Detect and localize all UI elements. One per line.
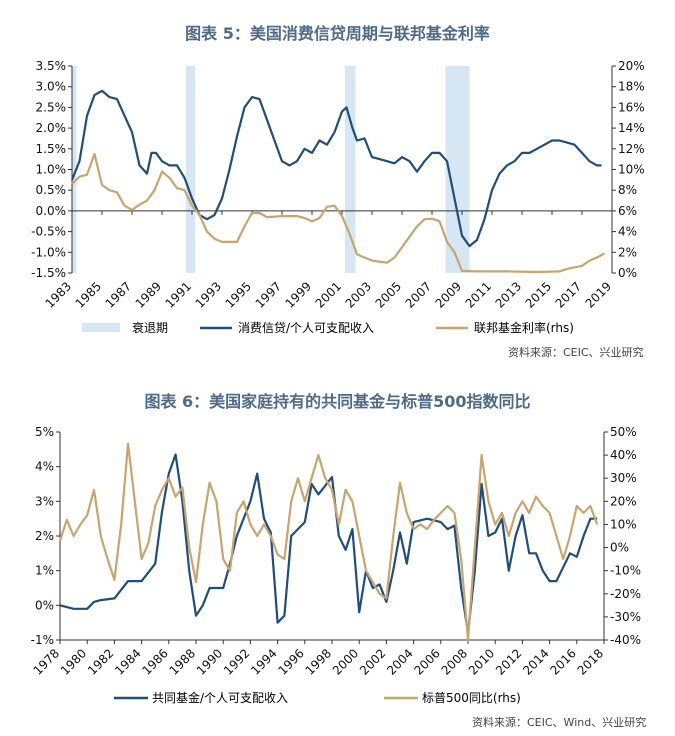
y-right-tick-label: 12%: [618, 142, 645, 156]
x-tick-label: 2008: [439, 646, 470, 677]
x-tick-label: 2007: [403, 279, 434, 310]
x-tick-label: 1980: [58, 646, 89, 677]
chart2: 5% 4% 3% 2% 1% 0% -1% 50% 40% 30% 20% 10% 0% -10% -20…: [31, 425, 641, 705]
y-left-tick-label: 3.0%: [36, 80, 67, 94]
x-tick-label: 1995: [223, 279, 254, 310]
y-right-tick-label: 16%: [618, 100, 645, 114]
x-tick-label: 1998: [303, 646, 334, 677]
y-left-tick-label: 4%: [35, 460, 54, 474]
y-right-tick-label: 14%: [618, 121, 645, 135]
x-tick-label: 2010: [466, 646, 497, 677]
y-right-tick-label: 8%: [618, 183, 637, 197]
y-left-tick-label: -1.5%: [31, 266, 66, 280]
y-left-tick-label: 0%: [35, 598, 54, 612]
x-tick-label: 1983: [43, 279, 74, 310]
y-right-tick-label: -40%: [610, 633, 641, 647]
x-tick-label: 1986: [139, 646, 170, 677]
y-left-tick-label: -1.0%: [31, 245, 66, 259]
x-tick-label: 2012: [493, 646, 524, 677]
x-tick-label: 2018: [575, 646, 606, 677]
chart2-title: 图表 6：美国家庭持有的共同基金与标普500指数同比: [144, 392, 531, 411]
x-tick-label: 1982: [85, 646, 116, 677]
legend2-series1-label: 共同基金/个人可支配收入: [152, 690, 288, 705]
x-tick-label: 2004: [384, 646, 415, 677]
chart1-title: 图表 5：美国消费信贷周期与联邦基金利率: [185, 24, 490, 43]
y-left-tick-label: 2%: [35, 529, 54, 543]
x-tick-label: 2002: [357, 646, 388, 677]
y-left-tick-label: 0.5%: [36, 183, 67, 197]
chart1: 3.5% 3.0% 2.5% 2.0% 1.5% 1.0% 0.5% 0.0% -0.5% -1.…: [31, 59, 645, 335]
x-tick-label: 1989: [133, 279, 164, 310]
y-right-tick-label: 0%: [610, 541, 629, 555]
y-right-tick-label: 6%: [618, 204, 637, 218]
legend-recession-swatch: [82, 323, 120, 332]
x-tick-label: 2011: [463, 279, 494, 310]
x-tick-label: 1993: [193, 279, 224, 310]
y-left-tick-label: 2.0%: [36, 121, 67, 135]
y-right-tick-label: 50%: [610, 425, 637, 439]
series1-line: [59, 453, 598, 635]
legend-recession-label: 衰退期: [132, 320, 168, 335]
chart1-source: 资料来源：CEIC、兴业研究: [508, 346, 644, 359]
x-tick-label: 1991: [163, 279, 194, 310]
y-right-tick-label: 10%: [618, 163, 645, 177]
x-tick-label: 1997: [253, 279, 284, 310]
x-tick-label: 2016: [547, 646, 578, 677]
x-tick-label: 2005: [373, 279, 404, 310]
x-tick-label: 2014: [520, 646, 551, 677]
y-right-tick-label: 20%: [618, 59, 645, 73]
y-left-tick-label: -0.5%: [31, 225, 66, 239]
x-tick-label: 2019: [583, 279, 614, 310]
y-left-tick-label: 2.5%: [36, 100, 67, 114]
x-tick-label: 2000: [330, 646, 361, 677]
x-tick-label: 1985: [73, 279, 104, 310]
y-right-tick-label: 0%: [618, 266, 637, 280]
y-left-tick-label: 1%: [35, 564, 54, 578]
x-tick-label: 1996: [275, 646, 306, 677]
x-tick-label: 2006: [411, 646, 442, 677]
y-left-tick-label: 3%: [35, 494, 54, 508]
series1-line: [70, 89, 602, 248]
y-right-tick-label: 30%: [610, 471, 637, 485]
x-tick-label: 2013: [493, 279, 524, 310]
y-left-tick-label: 0.0%: [36, 204, 67, 218]
series2-line: [71, 152, 606, 274]
x-tick-label: 1992: [221, 646, 252, 677]
recession-band: [186, 66, 195, 273]
recession-band: [345, 66, 356, 273]
series2-line: [58, 442, 599, 642]
x-tick-label: 2009: [433, 279, 464, 310]
y-right-tick-label: 2%: [618, 245, 637, 259]
y-right-tick-label: 18%: [618, 80, 645, 94]
y-left-tick-label: 3.5%: [36, 59, 67, 73]
legend-series1-label: 消费信贷/个人可支配收入: [238, 321, 374, 335]
y-right-tick-label: -30%: [610, 610, 641, 624]
x-tick-label: 1994: [248, 646, 279, 677]
y-left-tick-label: 5%: [35, 425, 54, 439]
x-tick-label: 1999: [283, 279, 314, 310]
legend-series2-label: 联邦基金利率(rhs): [474, 320, 574, 335]
y-right-tick-label: -10%: [610, 564, 641, 578]
x-tick-label: 1987: [103, 279, 134, 310]
y-left-tick-label: 1.0%: [36, 163, 67, 177]
x-tick-label: 1978: [31, 646, 62, 677]
recession-band: [72, 66, 77, 273]
x-tick-label: 2003: [343, 279, 374, 310]
x-tick-label: 2015: [523, 279, 554, 310]
y-right-tick-label: -20%: [610, 587, 641, 601]
y-left-tick-label: 1.5%: [36, 142, 67, 156]
y-left-tick-label: -1%: [31, 633, 54, 647]
x-tick-label: 1988: [167, 646, 198, 677]
x-tick-label: 1984: [112, 646, 143, 677]
x-tick-label: 1990: [194, 646, 225, 677]
chart2-source: 资料来源：CEIC、Wind、兴业研究: [472, 716, 647, 729]
legend2-series2-label: 标普500同比(rhs): [422, 691, 521, 705]
y-right-tick-label: 4%: [618, 225, 637, 239]
x-tick-label: 2001: [313, 279, 344, 310]
y-right-tick-label: 40%: [610, 448, 637, 462]
y-right-tick-label: 10%: [610, 517, 637, 531]
y-right-tick-label: 20%: [610, 494, 637, 508]
x-tick-label: 2017: [553, 279, 584, 310]
